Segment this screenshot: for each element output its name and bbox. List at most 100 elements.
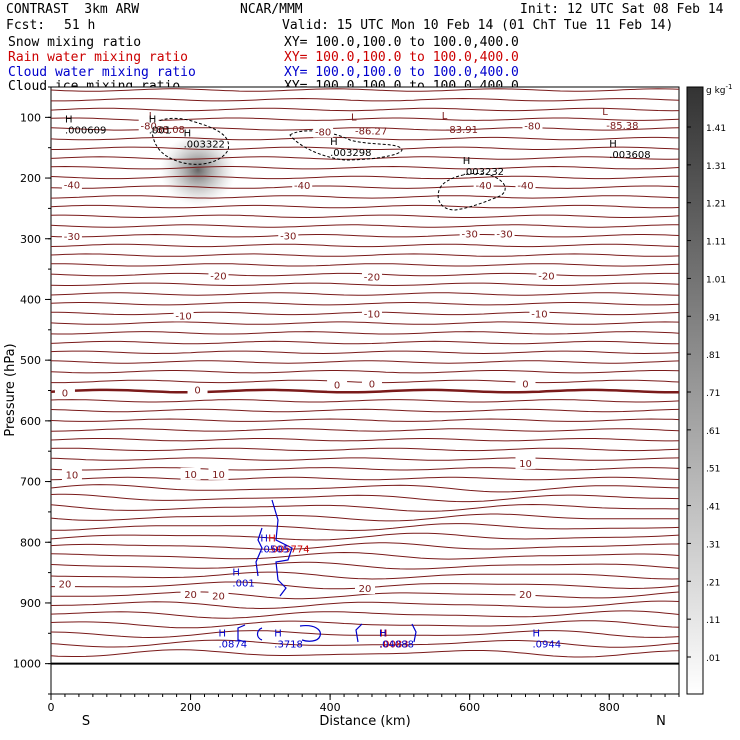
contour-label-bg <box>180 588 201 601</box>
isotherm-line <box>50 107 680 112</box>
isotherm-label: -20 <box>364 273 380 284</box>
isotherm-line <box>50 551 680 560</box>
contour-label-bg <box>361 377 382 390</box>
isotherm-line <box>50 175 680 180</box>
contour-label-bg <box>187 383 208 396</box>
isotherm-label: -10 <box>175 311 191 322</box>
temperature-minimum-value: -85.38 <box>606 121 638 132</box>
y-tick-label: 900 <box>20 597 41 610</box>
isotherm-label: -10 <box>364 310 380 321</box>
isotherm-line <box>51 523 680 532</box>
field-name-snow: Snow mixing ratio <box>8 35 142 50</box>
rain-maximum-marker: H <box>268 533 276 544</box>
snow-maximum-value: .003298 <box>330 148 371 159</box>
snow-contour <box>437 173 506 211</box>
colorbar-level-label: .21 <box>706 578 720 588</box>
isotherm-line <box>50 620 680 629</box>
cloud-water-contour <box>299 625 321 642</box>
isotherm-line <box>50 321 680 325</box>
snow-maximum-marker: H <box>609 139 617 150</box>
isotherm-label: -10 <box>531 310 547 321</box>
cloud-water-maximum-value: .0505 <box>260 544 289 555</box>
valid-time: Valid: 15 UTC Mon 10 Feb 14 (01 ChT Tue … <box>282 18 674 33</box>
isotherm-line <box>51 97 680 102</box>
y-tick-label: 200 <box>20 172 41 185</box>
snow-maximum-marker: H <box>330 137 338 148</box>
isotherm-line <box>50 195 680 199</box>
isotherm-line <box>50 457 680 461</box>
isotherm-label: -80 <box>141 121 157 132</box>
isotherm-line <box>50 610 680 619</box>
y-axis-title: Pressure (hPa) <box>3 343 18 436</box>
temperature-minimum-value: -83.91 <box>446 125 478 136</box>
contour-label-bg <box>522 119 543 132</box>
field-xy-snow: XY= 100.0,100.0 to 100.0,400.0 <box>284 35 519 50</box>
isotherm-line <box>50 233 680 238</box>
isotherm-label: 10 <box>184 470 197 481</box>
isotherm-line <box>50 243 680 248</box>
isotherm-label: 20 <box>519 590 532 601</box>
isotherm-line <box>50 408 680 413</box>
contour-label-bg <box>494 227 515 240</box>
colorbar-unit: g kg-1 <box>706 83 732 96</box>
isotherm-line <box>50 639 680 648</box>
isotherm-line <box>50 513 679 522</box>
isotherm-line <box>50 282 680 287</box>
contour-label-bg <box>138 119 159 132</box>
isotherm-label: -40 <box>294 181 310 192</box>
y-tick-label: 700 <box>20 476 41 489</box>
isotherm-label: 20 <box>184 590 197 601</box>
isotherm-label: -40 <box>475 181 491 192</box>
isotherm-line <box>50 253 680 257</box>
isotherm-line <box>50 649 680 658</box>
colorbar-level-label: 1.41 <box>706 124 726 134</box>
temperature-minimum-value: -88.08 <box>153 125 185 136</box>
snow-contour <box>151 117 230 165</box>
isotherm-label: -20 <box>538 271 554 282</box>
y-tick-label: 1000 <box>13 658 41 671</box>
colorbar-level-label: .41 <box>706 503 720 513</box>
isotherm-line <box>50 360 680 364</box>
colorbar-level-label: .51 <box>706 465 720 475</box>
cloud-water-maximum-marker: H <box>232 567 240 578</box>
cloud-water-maximum-value: .04088 <box>379 640 414 651</box>
contour-label-bg <box>208 589 229 602</box>
contour-label-bg <box>515 377 536 390</box>
isotherm-label: 0 <box>369 379 375 390</box>
isotherm-line <box>51 591 680 600</box>
isotherm-label: -40 <box>517 181 533 192</box>
isotherm-line <box>50 630 680 639</box>
organization-label: NCAR/MMM <box>240 2 303 17</box>
isotherm-line <box>51 146 680 150</box>
y-tick-label: 300 <box>20 233 41 246</box>
isotherm-line <box>50 467 680 471</box>
x-tick-label: 400 <box>320 701 341 714</box>
contour-label-bg <box>61 468 82 481</box>
isotherm-label: 20 <box>212 591 225 602</box>
cloud-water-maximum-value: .3718 <box>274 640 303 651</box>
contour-label-bg <box>529 307 550 320</box>
y-tick-label: 400 <box>20 293 41 306</box>
field-name-rain: Rain water mixing ratio <box>8 50 189 65</box>
forecast-hour: 51 h <box>64 18 96 33</box>
snow-maximum-value: .003232 <box>463 167 504 178</box>
contour-label-bg <box>536 269 557 282</box>
isotherm-line <box>50 428 680 432</box>
contour-label-bg <box>361 307 382 320</box>
x-tick-label: 0 <box>48 701 55 714</box>
contour-label-bg <box>54 386 75 399</box>
isotherm-label: 10 <box>519 459 532 470</box>
isotherm-line <box>50 370 680 374</box>
y-tick-label: 500 <box>20 354 41 367</box>
isotherm-line <box>50 136 680 141</box>
colorbar-level-label: .91 <box>706 313 720 323</box>
cloud-water-maximum-marker: H <box>260 533 268 544</box>
colorbar-level-label: 1.01 <box>706 275 726 285</box>
isotherm-label: -30 <box>280 231 296 242</box>
snow-maximum-value: .000609 <box>65 126 106 137</box>
isotherm-line <box>50 185 680 189</box>
isotherm-line <box>50 165 680 170</box>
isotherm-line <box>50 447 680 452</box>
